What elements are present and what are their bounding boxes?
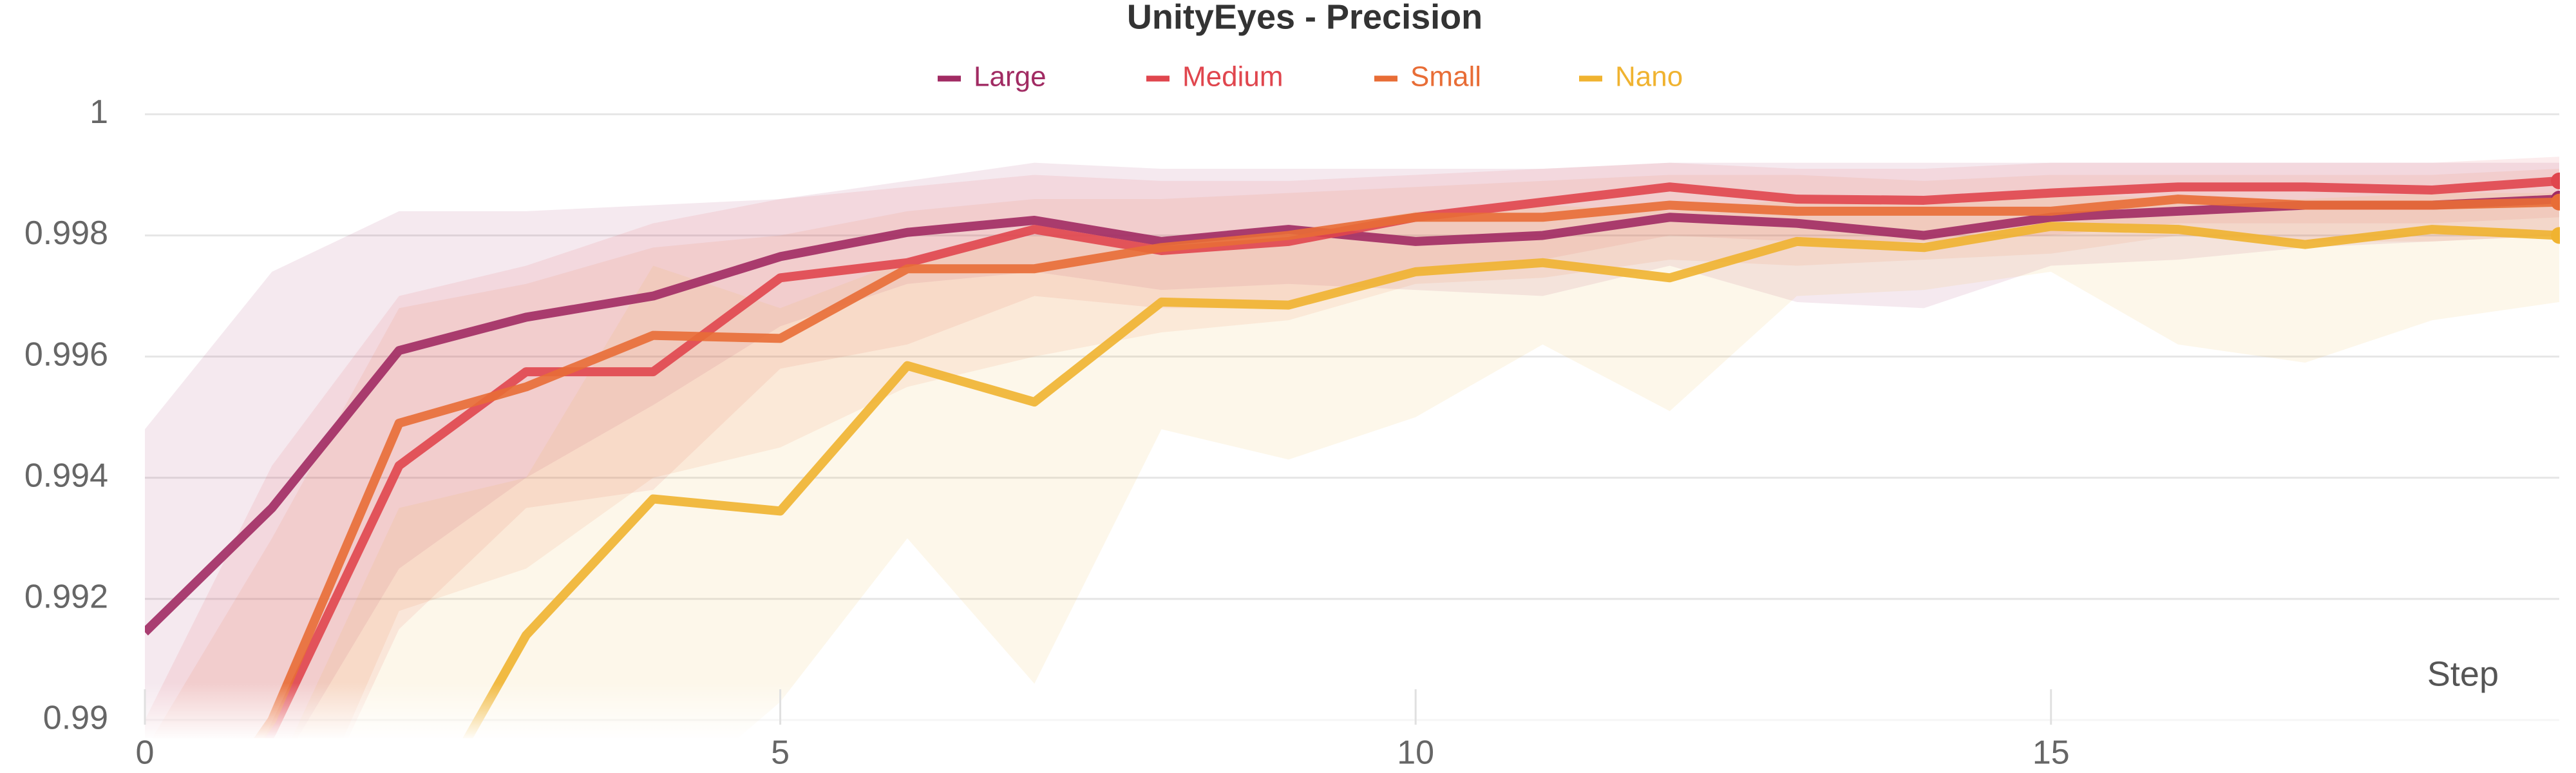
x-tick-label: 15 — [2032, 734, 2070, 772]
legend: Large Medium Small Nano — [938, 61, 1683, 93]
legend-label: Large — [974, 61, 1046, 93]
series-line — [145, 195, 2560, 636]
end-point — [2551, 227, 2560, 244]
y-tick-label: 1 — [90, 93, 108, 131]
y-tick-label: 0.99 — [43, 700, 108, 737]
y-tick-label: 0.998 — [24, 215, 108, 252]
legend-label: Medium — [1182, 61, 1283, 93]
legend-label: Small — [1410, 61, 1481, 93]
x-tick-label: 5 — [771, 734, 790, 772]
confidence-band — [292, 193, 2559, 738]
end-point — [2551, 193, 2560, 211]
confidence-band — [152, 169, 2559, 738]
x-tick-label: 10 — [1397, 734, 1434, 772]
end-point — [2551, 172, 2560, 189]
bottom-fade — [129, 683, 2576, 741]
legend-label: Nano — [1615, 61, 1683, 93]
series-line — [462, 222, 2560, 738]
y-tick-label: 0.994 — [24, 457, 108, 494]
bands — [145, 157, 2559, 738]
series-line — [254, 195, 2560, 738]
x-tick-label: 0 — [136, 734, 155, 772]
x-axis-label: Step — [2427, 654, 2499, 693]
y-tick-label: 0.992 — [24, 578, 108, 615]
lines — [145, 172, 2560, 738]
chart-title: UnityEyes - Precision — [1127, 0, 1482, 36]
y-tick-label: 0.996 — [24, 336, 108, 373]
